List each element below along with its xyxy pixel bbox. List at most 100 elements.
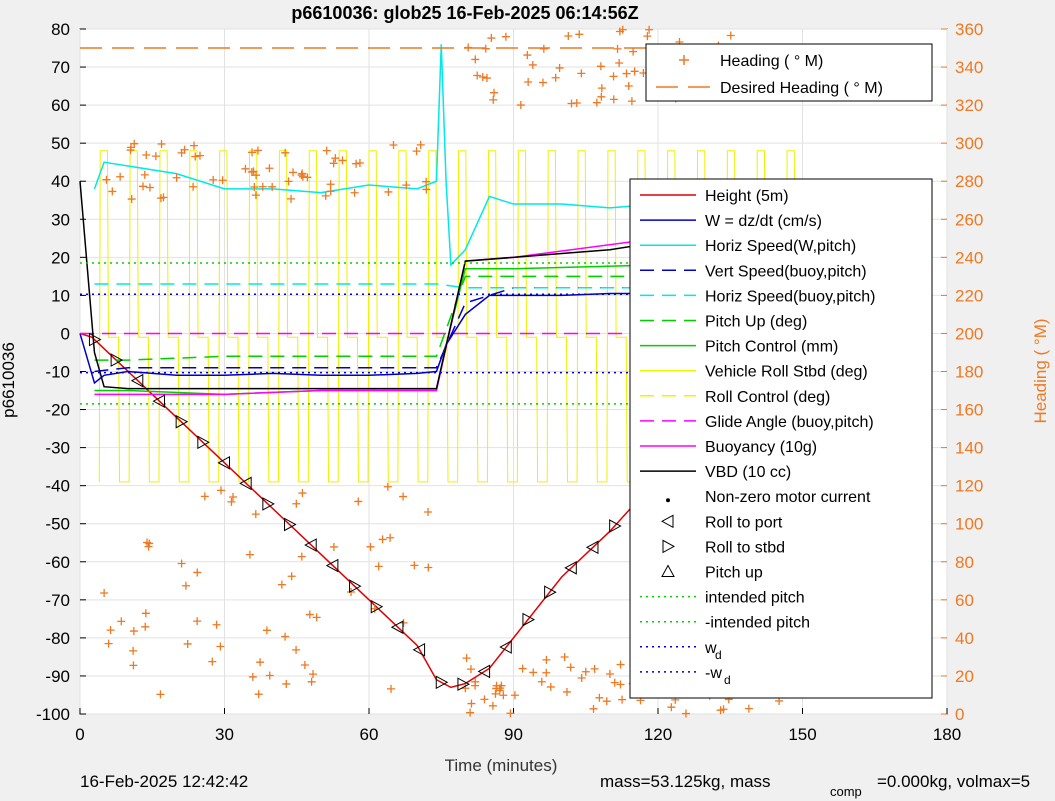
legend-top-label: Heading ( ° M) <box>720 53 823 70</box>
roll-to-stbd-marker <box>197 435 210 450</box>
heading-point <box>189 182 198 191</box>
legend-main-label: Horiz Speed(buoy,pitch) <box>705 288 875 305</box>
heading-point <box>627 97 636 106</box>
legend-swatch <box>666 498 670 503</box>
heading-point <box>144 542 153 551</box>
heading-point <box>537 677 546 686</box>
y2-tick-label: 160 <box>955 401 983 420</box>
heading-point <box>104 639 113 648</box>
heading-point <box>481 44 490 53</box>
y-tick-label: 70 <box>51 58 70 77</box>
heading-point <box>281 148 290 157</box>
roll-to-port-marker <box>477 664 491 679</box>
heading-point <box>350 188 359 197</box>
y-tick-label: -50 <box>45 515 70 534</box>
heading-point <box>412 147 421 156</box>
heading-point <box>564 32 573 41</box>
heading-point <box>510 691 519 700</box>
heading-point <box>145 183 154 192</box>
heading-point <box>265 164 274 173</box>
y-tick-label: 60 <box>51 96 70 115</box>
heading-point <box>129 627 138 636</box>
y2-tick-label: 300 <box>955 134 983 153</box>
heading-point <box>560 652 569 661</box>
y2-tick-label: 180 <box>955 363 983 382</box>
heading-point <box>298 489 307 498</box>
heading-point <box>117 617 126 626</box>
heading-point <box>609 72 618 81</box>
heading-point <box>284 177 293 186</box>
heading-point <box>297 552 306 561</box>
heading-point <box>562 687 571 696</box>
y2-tick-label: 120 <box>955 477 983 496</box>
y-tick-label: -30 <box>45 439 70 458</box>
roll-to-port-marker <box>499 640 512 654</box>
heading-point <box>141 609 150 618</box>
series-line-4 <box>94 283 803 289</box>
series-line-6 <box>94 275 803 361</box>
roll-to-stbd-marker <box>522 612 535 627</box>
heading-point <box>542 655 551 664</box>
y2-tick-label: 320 <box>955 96 983 115</box>
heading-point <box>572 99 581 108</box>
heading-point <box>478 73 487 82</box>
heading-point <box>667 703 676 712</box>
legend-main-sub: d <box>715 648 722 662</box>
heading-point <box>200 492 209 501</box>
heading-point <box>524 77 533 86</box>
heading-point <box>595 693 604 702</box>
y2-tick-label: 80 <box>955 553 974 572</box>
heading-point <box>518 664 527 673</box>
heading-point <box>116 172 125 181</box>
heading-point <box>212 620 221 629</box>
heading-point <box>282 679 291 688</box>
legend-main-label: Pitch Control (mm) <box>705 339 838 356</box>
heading-point <box>355 158 364 167</box>
roll-to-stbd-marker <box>284 517 297 532</box>
heading-point <box>596 62 605 71</box>
heading-point <box>528 60 537 69</box>
heading-point <box>321 191 330 200</box>
heading-point <box>322 146 331 155</box>
heading-point <box>209 175 218 184</box>
heading-point <box>347 587 356 596</box>
heading-point <box>254 690 263 699</box>
heading-point <box>177 148 186 157</box>
roll-to-port-marker <box>390 620 404 635</box>
legend-main-label: w <box>704 640 717 657</box>
heading-point <box>172 173 181 182</box>
heading-point <box>108 187 117 196</box>
heading-point <box>141 622 150 631</box>
heading-point <box>277 580 286 589</box>
heading-point <box>326 187 335 196</box>
legend-main-label: Pitch up <box>705 565 763 582</box>
heading-point <box>488 701 497 710</box>
heading-point <box>501 32 510 41</box>
y2-tick-label: 20 <box>955 667 974 686</box>
heading-point <box>329 159 338 168</box>
heading-point <box>387 684 396 693</box>
heading-point <box>250 182 259 191</box>
heading-point <box>352 159 361 168</box>
heading-point <box>490 88 499 97</box>
heading-point <box>590 664 599 673</box>
y-tick-label: 10 <box>51 286 70 305</box>
heading-point <box>127 195 136 204</box>
x-tick-label: 120 <box>644 725 672 744</box>
legend-main-label: Roll to port <box>705 514 783 531</box>
heading-point <box>610 678 619 687</box>
roll-to-stbd-marker <box>457 677 470 692</box>
heading-point <box>410 561 419 570</box>
x-tick-label: 90 <box>504 725 523 744</box>
roll-to-stbd-marker <box>609 519 622 533</box>
heading-point <box>326 180 335 189</box>
heading-point <box>217 486 226 495</box>
legend-main-label: -intended pitch <box>705 615 810 632</box>
x-tick-label: 150 <box>788 725 816 744</box>
y-tick-label: -40 <box>45 477 70 496</box>
heading-point <box>305 610 314 619</box>
heading-point <box>726 31 735 40</box>
roll-to-stbd-marker <box>349 579 362 593</box>
heading-point <box>354 497 363 506</box>
y-tick-label: -80 <box>45 629 70 648</box>
